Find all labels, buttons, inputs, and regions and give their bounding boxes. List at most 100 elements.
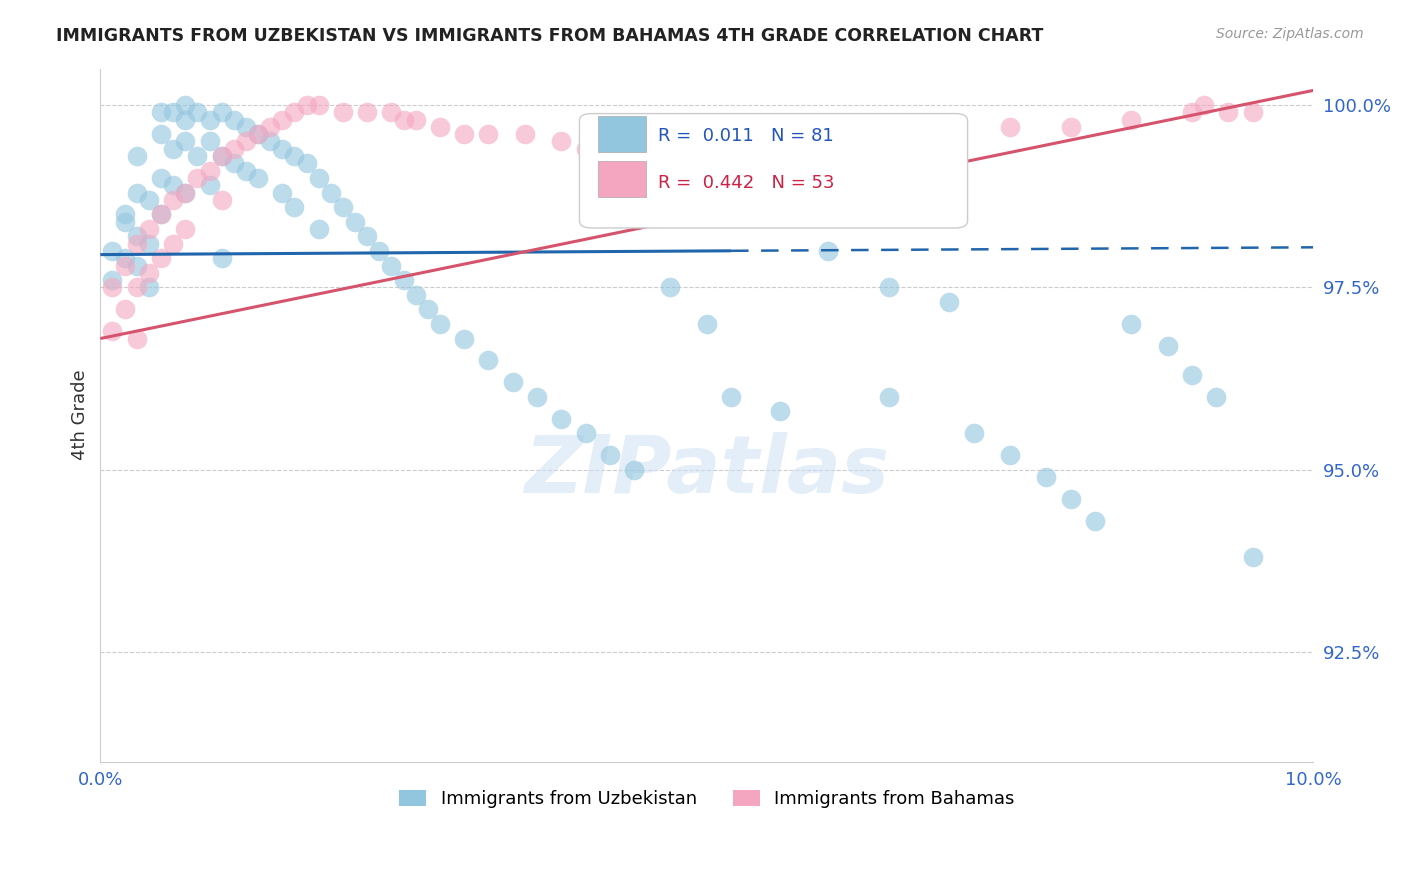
Point — [392, 112, 415, 127]
Point — [574, 426, 596, 441]
Point — [125, 259, 148, 273]
Point — [756, 163, 779, 178]
Point — [453, 332, 475, 346]
Point — [392, 273, 415, 287]
Point — [1060, 120, 1083, 134]
Point — [283, 149, 305, 163]
Point — [114, 207, 136, 221]
Point — [162, 193, 184, 207]
Point — [550, 135, 572, 149]
Point — [380, 259, 402, 273]
Point — [150, 207, 173, 221]
Point — [696, 171, 718, 186]
Point — [295, 156, 318, 170]
Point — [308, 98, 330, 112]
Point — [877, 280, 900, 294]
Point — [138, 266, 160, 280]
Point — [1181, 105, 1204, 120]
Point — [513, 127, 536, 141]
Point — [211, 149, 233, 163]
Point — [138, 222, 160, 236]
Point — [211, 149, 233, 163]
Point — [550, 412, 572, 426]
Point — [150, 127, 173, 141]
Point — [599, 149, 621, 163]
Point — [125, 149, 148, 163]
Point — [222, 156, 245, 170]
Point — [1035, 470, 1057, 484]
Point — [114, 259, 136, 273]
Point — [259, 135, 281, 149]
Point — [1192, 98, 1215, 112]
Text: ZIPatlas: ZIPatlas — [524, 432, 890, 509]
Point — [416, 302, 439, 317]
Point — [1218, 105, 1240, 120]
Point — [271, 142, 294, 156]
Point — [222, 112, 245, 127]
Point — [998, 120, 1021, 134]
Point — [235, 120, 257, 134]
Point — [271, 112, 294, 127]
Point — [696, 317, 718, 331]
Point — [101, 280, 124, 294]
Point — [247, 171, 270, 186]
Point — [877, 142, 900, 156]
Point — [1060, 491, 1083, 506]
Point — [1121, 112, 1143, 127]
Point — [211, 252, 233, 266]
Point — [344, 215, 367, 229]
Point — [138, 236, 160, 251]
Point — [186, 171, 208, 186]
Point — [599, 448, 621, 462]
Point — [247, 127, 270, 141]
Point — [938, 135, 960, 149]
Text: IMMIGRANTS FROM UZBEKISTAN VS IMMIGRANTS FROM BAHAMAS 4TH GRADE CORRELATION CHAR: IMMIGRANTS FROM UZBEKISTAN VS IMMIGRANTS… — [56, 27, 1043, 45]
Point — [162, 178, 184, 193]
Point — [308, 222, 330, 236]
Point — [295, 98, 318, 112]
Point — [332, 200, 354, 214]
Point — [259, 120, 281, 134]
Point — [1157, 339, 1180, 353]
Point — [125, 186, 148, 200]
Point — [101, 273, 124, 287]
Point — [332, 105, 354, 120]
Point — [211, 193, 233, 207]
Point — [198, 178, 221, 193]
Point — [319, 186, 342, 200]
Point — [1121, 317, 1143, 331]
Point — [271, 186, 294, 200]
Point — [125, 229, 148, 244]
Point — [1241, 550, 1264, 565]
Point — [162, 105, 184, 120]
Bar — [598, 116, 647, 152]
Point — [150, 105, 173, 120]
Point — [405, 112, 427, 127]
Y-axis label: 4th Grade: 4th Grade — [72, 370, 89, 460]
Point — [477, 353, 499, 368]
Point — [720, 390, 742, 404]
Point — [1205, 390, 1227, 404]
Point — [1241, 105, 1264, 120]
Point — [125, 332, 148, 346]
Point — [636, 156, 658, 170]
Point — [150, 252, 173, 266]
Point — [938, 295, 960, 310]
Point — [162, 142, 184, 156]
Point — [963, 426, 986, 441]
Point — [114, 215, 136, 229]
Point — [114, 302, 136, 317]
Point — [1181, 368, 1204, 382]
Text: Source: ZipAtlas.com: Source: ZipAtlas.com — [1216, 27, 1364, 41]
Point — [453, 127, 475, 141]
Point — [186, 149, 208, 163]
Point — [174, 135, 197, 149]
FancyBboxPatch shape — [579, 113, 967, 228]
Point — [150, 171, 173, 186]
Point — [429, 120, 451, 134]
Point — [101, 324, 124, 338]
Point — [101, 244, 124, 258]
Point — [405, 287, 427, 301]
Point — [817, 244, 839, 258]
Point — [198, 163, 221, 178]
